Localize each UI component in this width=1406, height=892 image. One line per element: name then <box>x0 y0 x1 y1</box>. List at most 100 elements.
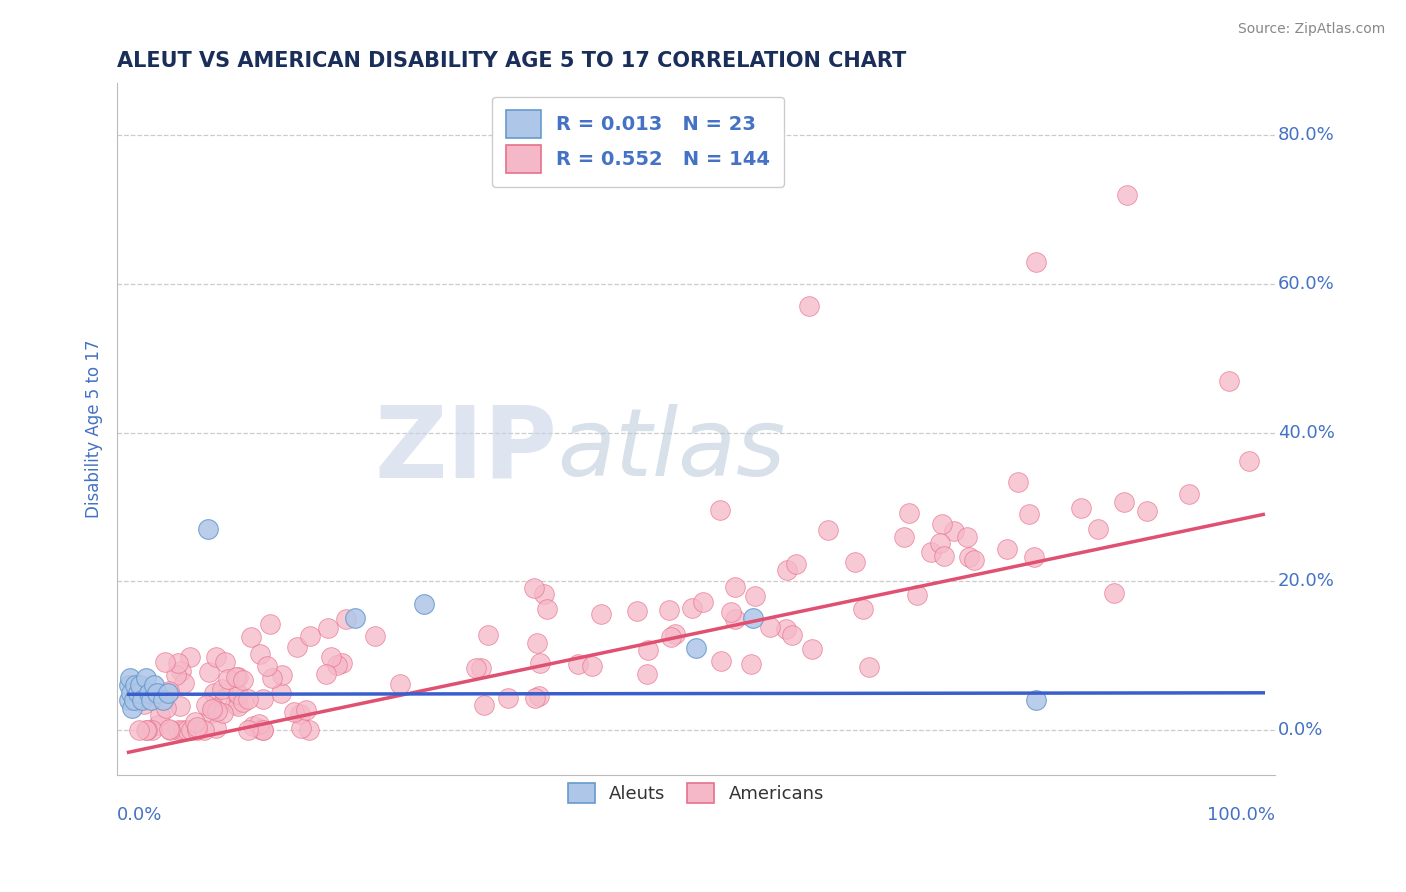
Point <box>170 664 193 678</box>
Point <box>226 670 249 684</box>
Point <box>186 720 208 734</box>
Point <box>197 522 219 536</box>
Point <box>589 607 612 621</box>
Point <box>180 723 202 737</box>
Point <box>252 723 274 737</box>
Point <box>893 530 915 544</box>
Text: 100.0%: 100.0% <box>1206 805 1275 823</box>
Point <box>344 611 367 625</box>
Point <box>207 705 229 719</box>
Point <box>709 654 731 668</box>
Point <box>157 686 180 700</box>
Point <box>148 718 170 732</box>
Point <box>201 702 224 716</box>
Point <box>1018 508 1040 522</box>
Point <box>205 721 228 735</box>
Point <box>283 705 305 719</box>
Point <box>326 658 349 673</box>
Point <box>470 661 492 675</box>
Point <box>1237 454 1260 468</box>
Point <box>658 603 681 617</box>
Point <box>118 671 141 685</box>
Point <box>800 641 823 656</box>
Point <box>228 688 250 702</box>
Point <box>127 686 149 700</box>
Point <box>744 589 766 603</box>
Point <box>775 563 797 577</box>
Point <box>153 655 176 669</box>
Point <box>120 686 142 700</box>
Point <box>724 612 747 626</box>
Point <box>270 685 292 699</box>
Point <box>294 702 316 716</box>
Point <box>212 706 235 721</box>
Point <box>898 506 921 520</box>
Point <box>364 629 387 643</box>
Point <box>290 721 312 735</box>
Point <box>157 684 180 698</box>
Point <box>1087 522 1109 536</box>
Point <box>335 612 357 626</box>
Point <box>136 723 159 737</box>
Point <box>124 678 146 692</box>
Point <box>956 530 979 544</box>
Point <box>204 649 226 664</box>
Point <box>225 670 247 684</box>
Point <box>496 690 519 705</box>
Point <box>152 693 174 707</box>
Point <box>135 723 157 737</box>
Point <box>526 636 548 650</box>
Point <box>252 723 274 737</box>
Point <box>858 660 880 674</box>
Point <box>211 681 233 696</box>
Point <box>226 698 249 713</box>
Point <box>316 621 339 635</box>
Point <box>477 628 499 642</box>
Point <box>157 723 180 737</box>
Point <box>692 595 714 609</box>
Text: 0.0%: 0.0% <box>1278 721 1323 739</box>
Point <box>932 549 955 564</box>
Point <box>122 693 145 707</box>
Point <box>1025 254 1047 268</box>
Point <box>146 686 169 700</box>
Point <box>759 620 782 634</box>
Point <box>1116 187 1139 202</box>
Point <box>214 690 236 705</box>
Point <box>567 657 589 672</box>
Point <box>465 661 488 675</box>
Point <box>232 673 254 688</box>
Point <box>169 699 191 714</box>
Legend: Aleuts, Americans: Aleuts, Americans <box>561 776 831 811</box>
Point <box>962 552 984 566</box>
Point <box>931 517 953 532</box>
Text: 60.0%: 60.0% <box>1278 275 1334 293</box>
Point <box>270 668 292 682</box>
Text: 0.0%: 0.0% <box>117 805 163 823</box>
Point <box>155 700 177 714</box>
Point <box>928 535 950 549</box>
Point <box>321 650 343 665</box>
Point <box>138 686 160 700</box>
Point <box>685 641 707 656</box>
Point <box>121 700 143 714</box>
Point <box>202 686 225 700</box>
Point <box>709 502 731 516</box>
Point <box>285 640 308 654</box>
Point <box>238 723 260 737</box>
Point <box>799 299 821 313</box>
Point <box>186 723 208 737</box>
Point <box>135 671 157 685</box>
Text: 40.0%: 40.0% <box>1278 424 1334 442</box>
Point <box>298 723 321 737</box>
Point <box>389 677 412 691</box>
Text: Source: ZipAtlas.com: Source: ZipAtlas.com <box>1237 22 1385 37</box>
Point <box>239 630 262 644</box>
Point <box>817 523 839 537</box>
Point <box>905 588 928 602</box>
Point <box>782 628 804 642</box>
Point <box>132 698 155 712</box>
Point <box>661 630 683 644</box>
Point <box>636 667 658 681</box>
Text: 80.0%: 80.0% <box>1278 127 1334 145</box>
